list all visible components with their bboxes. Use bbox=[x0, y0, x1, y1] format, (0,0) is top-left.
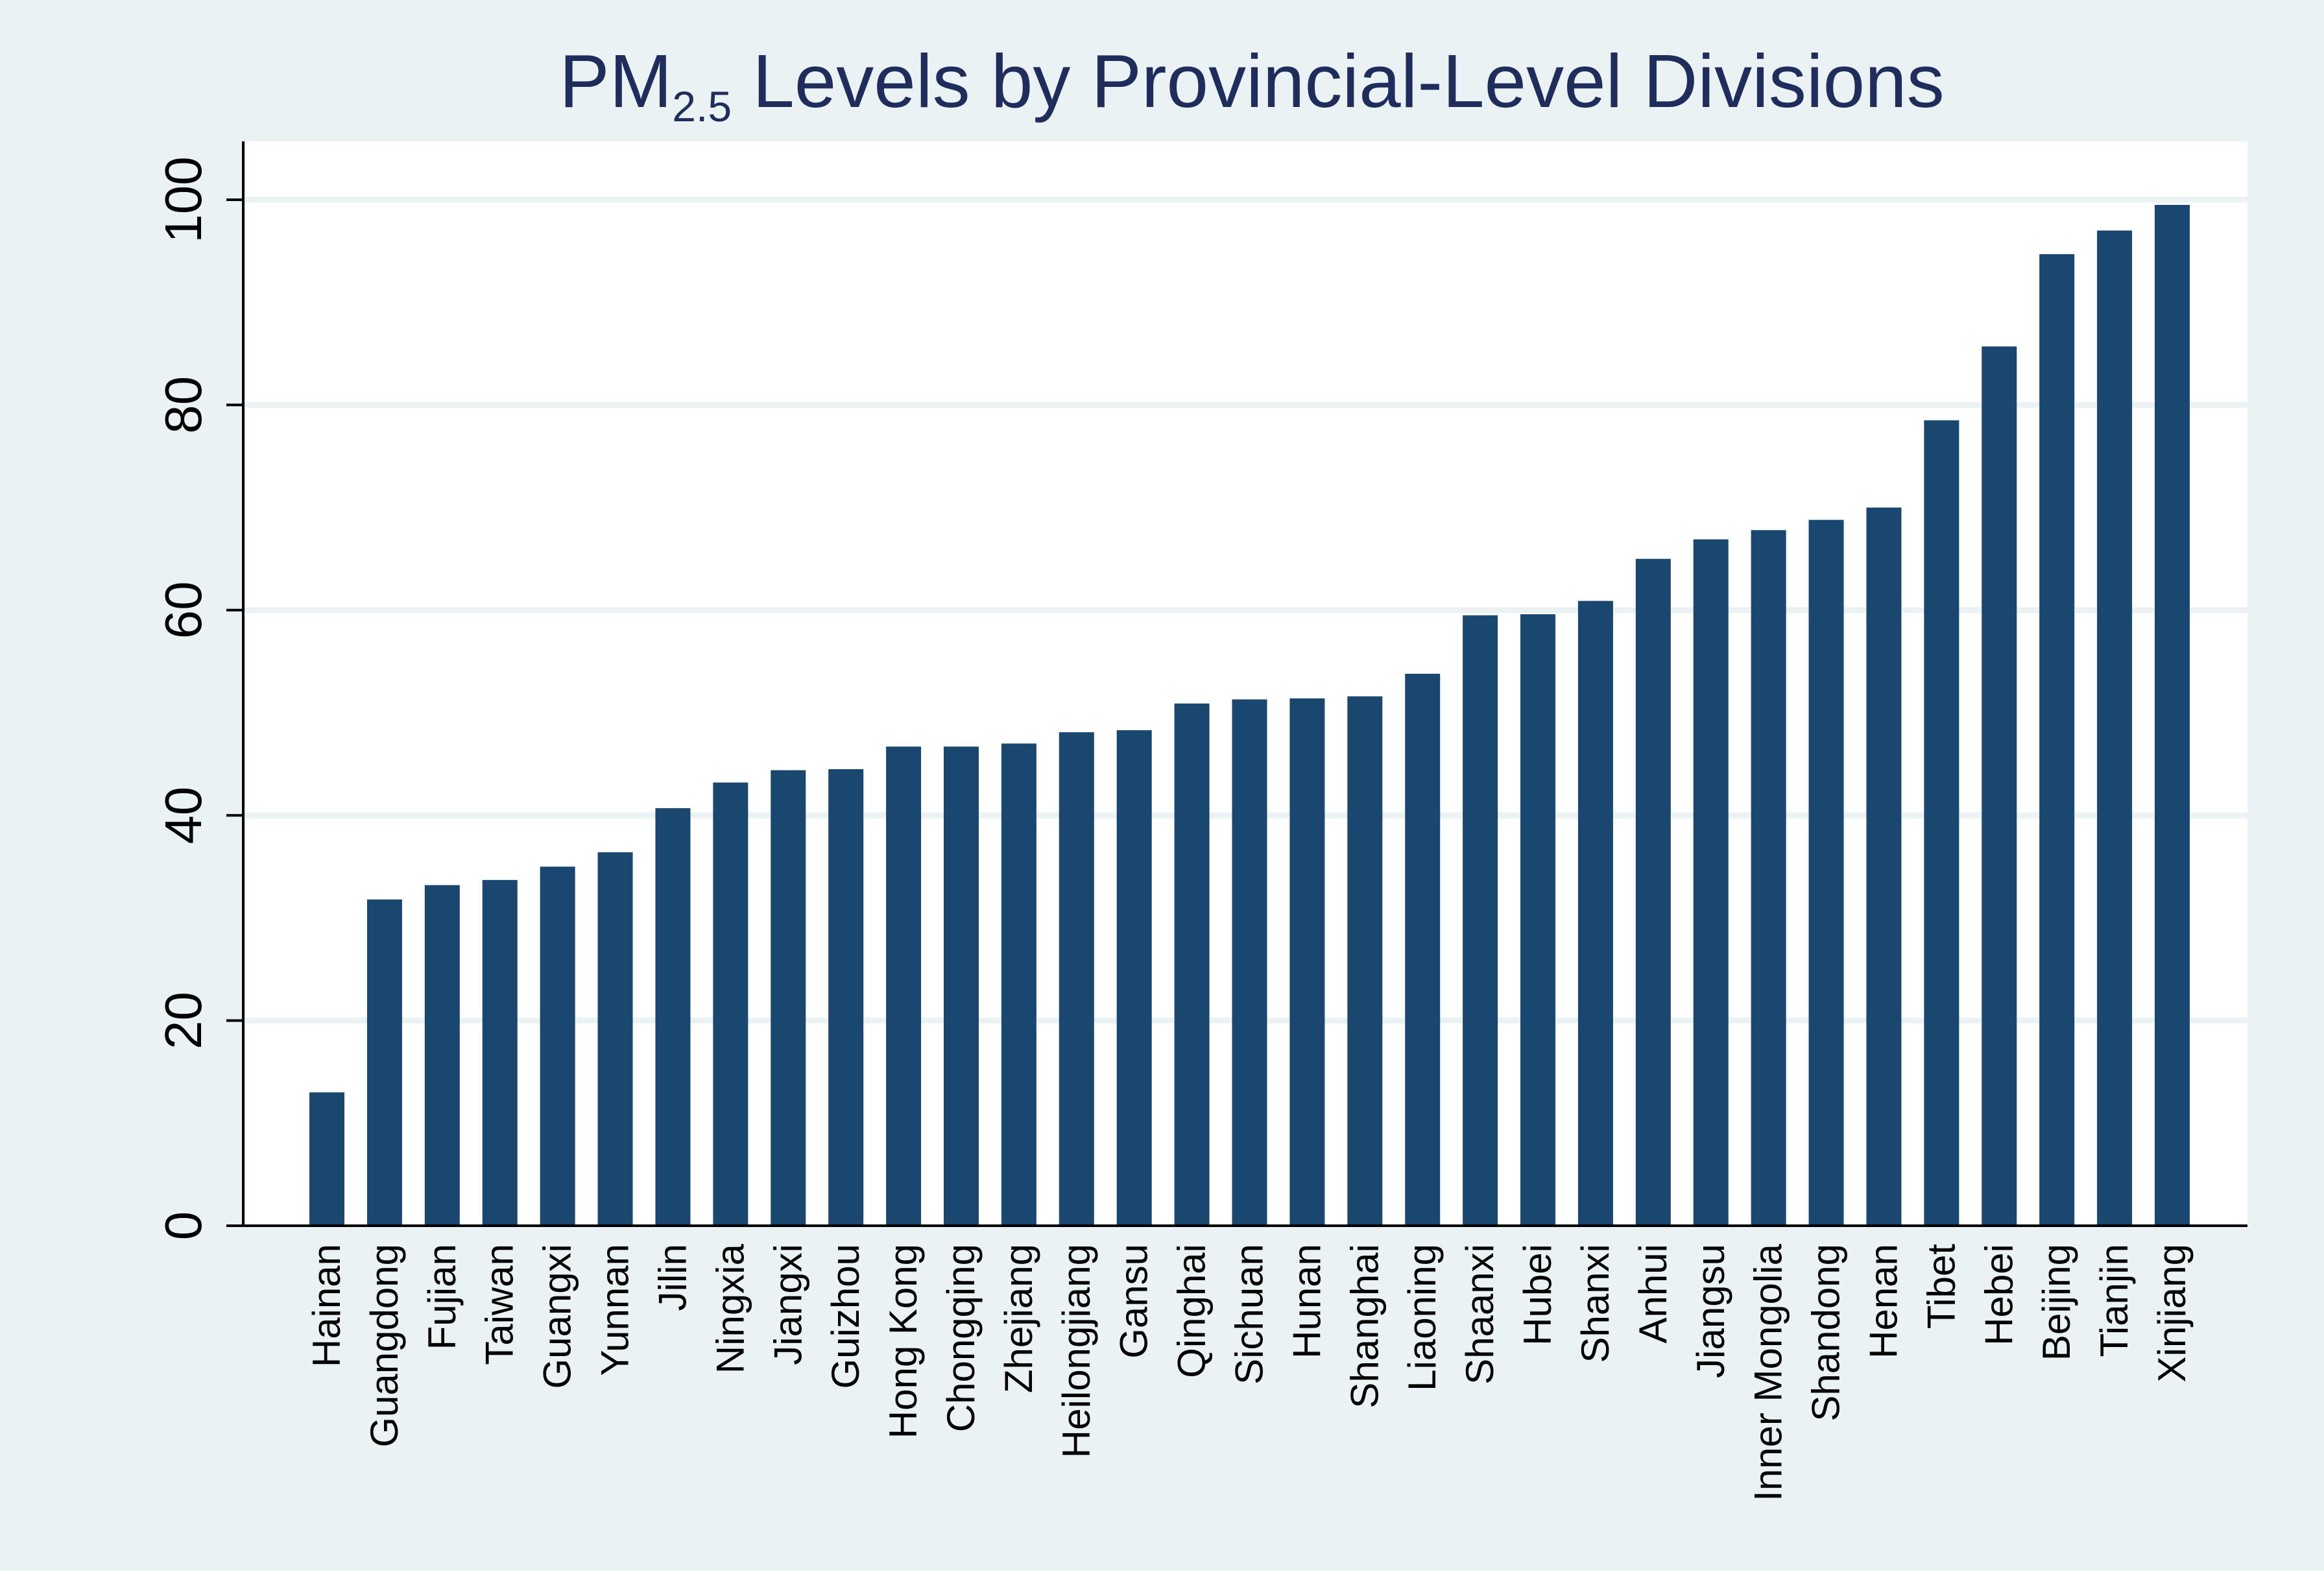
x-tick-label: Guangxi bbox=[536, 1244, 579, 1389]
bar bbox=[309, 1092, 344, 1226]
bar bbox=[1577, 601, 1613, 1226]
bar bbox=[2039, 254, 2075, 1226]
x-tick-label: Sichuan bbox=[1228, 1244, 1271, 1385]
x-tick-label: Hainan bbox=[305, 1244, 348, 1367]
x-tick-label: Xinjiang bbox=[2150, 1244, 2194, 1383]
y-tick-label: 100 bbox=[154, 156, 212, 243]
x-tick-label: Tianjin bbox=[2092, 1244, 2136, 1357]
bar bbox=[713, 782, 749, 1226]
bar bbox=[1808, 519, 1844, 1226]
bar bbox=[771, 770, 806, 1226]
bar bbox=[1924, 420, 1959, 1226]
axes bbox=[226, 141, 2247, 1227]
x-tick-label: Gansu bbox=[1112, 1244, 1156, 1359]
bar bbox=[943, 746, 979, 1226]
bar bbox=[1116, 730, 1152, 1226]
y-tick-label: 20 bbox=[154, 992, 212, 1049]
x-tick-label: Heilongjiang bbox=[1055, 1244, 1098, 1458]
bar bbox=[1693, 539, 1729, 1226]
x-tick-label: Hunan bbox=[1285, 1244, 1328, 1359]
x-tick-label: Fujian bbox=[420, 1244, 464, 1350]
x-tick-label: Guizhou bbox=[824, 1244, 867, 1389]
y-tick-label: 0 bbox=[154, 1211, 212, 1241]
bar bbox=[1520, 614, 1556, 1226]
x-tick-label: Yunnan bbox=[593, 1244, 637, 1376]
bar bbox=[1463, 615, 1498, 1226]
x-tick-label: Guangdong bbox=[363, 1244, 406, 1448]
bar bbox=[1866, 507, 1902, 1226]
bar bbox=[655, 808, 691, 1226]
x-tick-labels: Hainan Guangdong Fujian Taiwan Guangxi Yunnan… bbox=[305, 1243, 2194, 1501]
y-tick-label: 40 bbox=[154, 787, 212, 844]
chart-title: PM2.5 Levels by Provincial-Level Divisio… bbox=[559, 39, 1944, 130]
bar bbox=[1289, 698, 1325, 1226]
x-tick-label: Hubei bbox=[1516, 1244, 1559, 1346]
bar bbox=[2155, 204, 2190, 1226]
bar bbox=[2097, 230, 2133, 1226]
x-tick-label: Taiwan bbox=[478, 1244, 521, 1365]
x-tick-label: Chongqing bbox=[939, 1244, 983, 1432]
chart-title-rest: Levels by Provincial-Level Divisions bbox=[732, 39, 1945, 123]
bar bbox=[1059, 732, 1094, 1226]
x-tick-label: Inner Mongolia bbox=[1747, 1243, 1790, 1501]
bar bbox=[1001, 743, 1036, 1226]
x-tick-label: Anhui bbox=[1631, 1244, 1675, 1343]
bar bbox=[1405, 673, 1441, 1226]
bar bbox=[828, 769, 864, 1226]
chart-title-main: PM bbox=[559, 39, 672, 123]
bar bbox=[1232, 699, 1267, 1226]
x-tick-label: Hong Kong bbox=[881, 1244, 925, 1438]
bar bbox=[482, 879, 518, 1226]
bar bbox=[540, 866, 575, 1226]
x-tick-label: Hebei bbox=[1977, 1244, 2020, 1346]
x-tick-label: Shanxi bbox=[1574, 1244, 1617, 1363]
x-tick-label: Henan bbox=[1862, 1244, 1905, 1359]
bar bbox=[1174, 703, 1210, 1226]
bars bbox=[309, 204, 2190, 1226]
y-tick-label: 60 bbox=[154, 581, 212, 639]
x-tick-label: Shanghai bbox=[1343, 1244, 1386, 1409]
x-tick-label: Shandong bbox=[1804, 1244, 1848, 1422]
bar bbox=[1751, 530, 1786, 1226]
y-tick-labels: 0 20 40 60 80 100 bbox=[154, 156, 212, 1240]
x-tick-label: Liaoning bbox=[1400, 1244, 1444, 1391]
bar bbox=[1347, 696, 1383, 1226]
bar bbox=[886, 746, 922, 1226]
bar bbox=[366, 899, 402, 1226]
x-tick-label: Beijing bbox=[2035, 1244, 2078, 1361]
chart-title-subscript: 2.5 bbox=[672, 82, 732, 130]
x-tick-label: Tibet bbox=[1919, 1244, 1963, 1329]
bar bbox=[1982, 346, 2017, 1226]
bar bbox=[597, 852, 633, 1226]
x-tick-label: Qinghai bbox=[1170, 1244, 1214, 1378]
x-tick-label: Jilin bbox=[651, 1244, 694, 1311]
bar bbox=[424, 885, 460, 1226]
y-tick-label: 80 bbox=[154, 376, 212, 434]
x-tick-label: Jiangxi bbox=[766, 1244, 809, 1365]
x-tick-label: Shaanxi bbox=[1458, 1244, 1502, 1385]
x-tick-label: Jiangsu bbox=[1689, 1244, 1732, 1378]
x-tick-label: Zhejiang bbox=[997, 1244, 1040, 1393]
bar bbox=[1635, 558, 1671, 1226]
x-tick-label: Ningxia bbox=[708, 1243, 752, 1374]
